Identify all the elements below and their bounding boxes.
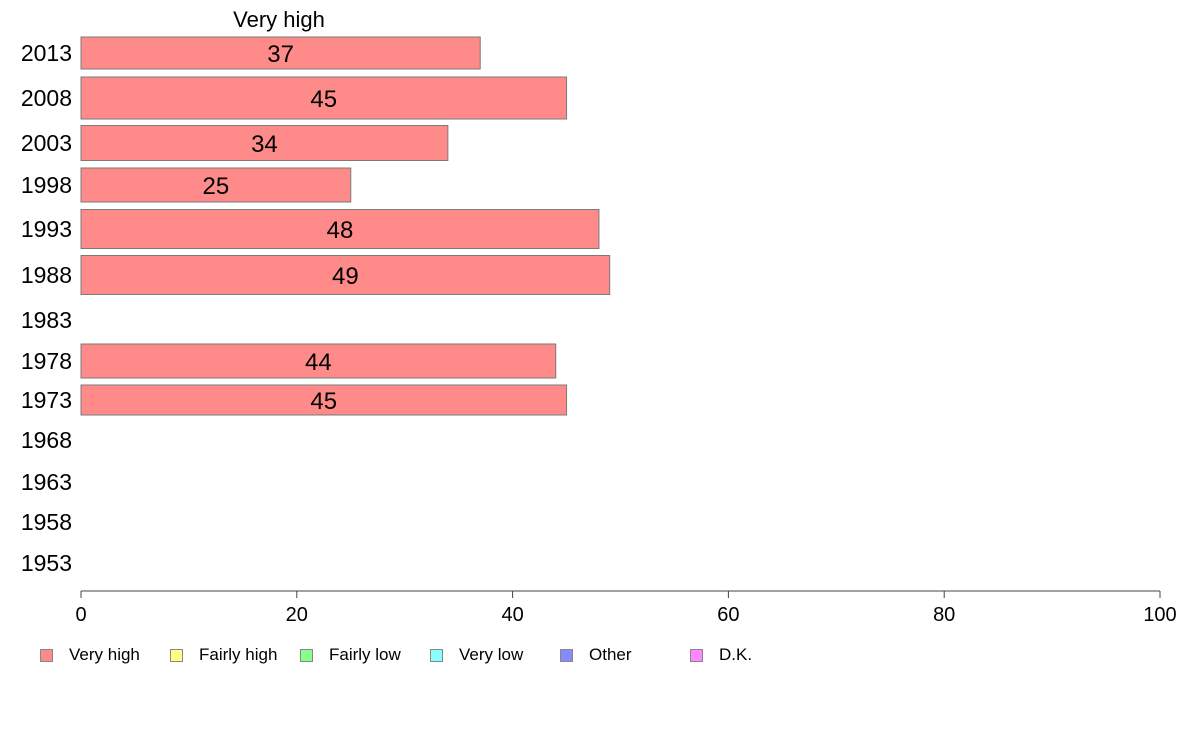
legend-item-fairly-high: Fairly high xyxy=(170,644,277,666)
legend-item-fairly-low: Fairly low xyxy=(300,644,401,666)
category-label-1993: 1993 xyxy=(21,216,72,242)
category-label-2013: 2013 xyxy=(21,40,72,66)
legend-label-very-low: Very low xyxy=(459,645,524,664)
data-label-1988: 49 xyxy=(332,263,359,290)
bar-chart: Very high 2013 37 2008 45 2003 34 1998 25 1993 48… xyxy=(21,7,1177,626)
row-1998: 1998 25 xyxy=(21,167,352,203)
chart-title: Very high xyxy=(233,7,325,32)
data-label-2013: 37 xyxy=(267,41,294,68)
legend-label-dk: D.K. xyxy=(719,645,753,664)
bar-1973 xyxy=(80,384,568,416)
bar-1978 xyxy=(80,343,557,379)
legend-item-very-low: Very low xyxy=(430,644,523,666)
bar-1988 xyxy=(80,255,611,295)
category-label-1988: 1988 xyxy=(21,262,72,288)
data-label-2003: 34 xyxy=(251,131,278,158)
bar-2013 xyxy=(80,36,481,70)
category-label-1968: 1968 xyxy=(21,427,72,453)
legend-swatch-fairly-high xyxy=(170,648,183,662)
bar-1993 xyxy=(80,209,600,249)
legend-item-very-high: Very high xyxy=(40,644,140,666)
row-1973: 1973 45 xyxy=(21,384,568,416)
bar-1998 xyxy=(80,167,352,203)
x-tick-label-100: 100 xyxy=(1143,604,1176,626)
row-2003: 2003 34 xyxy=(21,125,449,161)
bar-2008 xyxy=(80,76,568,120)
category-label-1973: 1973 xyxy=(21,387,72,413)
data-label-1993: 48 xyxy=(327,217,354,244)
x-tick-label-60: 60 xyxy=(717,604,739,626)
row-1958: 1958 xyxy=(21,509,72,535)
x-tick-label-40: 40 xyxy=(501,604,523,626)
legend-label-very-high: Very high xyxy=(69,645,140,664)
bar-rows: 2013 37 2008 45 2003 34 1998 25 1993 48 1988 49 1983… xyxy=(21,36,611,576)
legend: Very high Fairly high Fairly low Very lo… xyxy=(40,644,800,668)
row-1983: 1983 xyxy=(21,307,72,333)
row-1988: 1988 49 xyxy=(21,255,611,295)
data-label-1973: 45 xyxy=(310,388,337,415)
category-label-1998: 1998 xyxy=(21,172,72,198)
row-2008: 2008 45 xyxy=(21,76,568,120)
row-2013: 2013 37 xyxy=(21,36,481,70)
row-1963: 1963 xyxy=(21,469,72,495)
x-tick-label-80: 80 xyxy=(933,604,955,626)
legend-swatch-very-low xyxy=(430,648,443,662)
legend-item-dk: D.K. xyxy=(690,644,752,666)
category-label-1958: 1958 xyxy=(21,509,72,535)
category-label-1953: 1953 xyxy=(21,550,72,576)
category-label-1983: 1983 xyxy=(21,307,72,333)
legend-label-other: Other xyxy=(589,645,632,664)
legend-swatch-other xyxy=(560,648,573,662)
row-1978: 1978 44 xyxy=(21,343,557,379)
x-tick-label-20: 20 xyxy=(286,604,308,626)
data-label-1998: 25 xyxy=(203,173,230,200)
data-label-2008: 45 xyxy=(310,86,337,113)
row-1993: 1993 48 xyxy=(21,209,600,249)
bar-2003 xyxy=(80,125,449,161)
legend-swatch-fairly-low xyxy=(300,648,313,662)
legend-label-fairly-high: Fairly high xyxy=(199,645,278,664)
x-tick-label-0: 0 xyxy=(75,604,86,626)
legend-swatch-dk xyxy=(690,648,703,662)
category-label-1963: 1963 xyxy=(21,469,72,495)
row-1968: 1968 xyxy=(21,427,72,453)
category-label-1978: 1978 xyxy=(21,348,72,374)
legend-label-fairly-low: Fairly low xyxy=(329,645,401,664)
category-label-2003: 2003 xyxy=(21,130,72,156)
legend-swatch-very-high xyxy=(40,648,53,662)
row-1953: 1953 xyxy=(21,550,72,576)
data-label-1978: 44 xyxy=(305,349,332,376)
category-label-2008: 2008 xyxy=(21,85,72,111)
x-axis: 0 20 40 60 80 100 xyxy=(75,590,1177,626)
legend-item-other: Other xyxy=(560,644,632,666)
